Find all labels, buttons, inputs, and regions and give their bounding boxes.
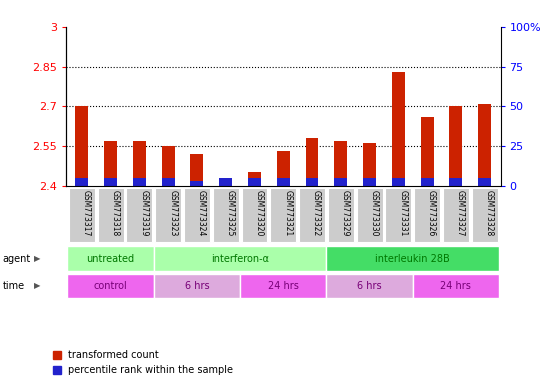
Bar — [277, 151, 290, 185]
Bar — [104, 177, 117, 185]
FancyBboxPatch shape — [270, 189, 296, 242]
Bar — [334, 141, 347, 185]
FancyBboxPatch shape — [326, 247, 499, 271]
Bar — [133, 177, 146, 185]
Bar — [248, 172, 261, 185]
Text: GSM773326: GSM773326 — [427, 190, 436, 237]
Bar — [277, 177, 290, 185]
Bar — [392, 177, 405, 185]
Bar — [421, 117, 433, 185]
FancyBboxPatch shape — [241, 189, 267, 242]
FancyBboxPatch shape — [213, 189, 239, 242]
Text: ▶: ▶ — [34, 254, 41, 263]
Text: agent: agent — [3, 253, 31, 264]
Text: GSM773323: GSM773323 — [168, 190, 177, 237]
FancyBboxPatch shape — [184, 189, 210, 242]
FancyBboxPatch shape — [98, 189, 124, 242]
FancyBboxPatch shape — [412, 274, 499, 298]
FancyBboxPatch shape — [386, 189, 411, 242]
Bar — [392, 72, 405, 185]
Bar — [162, 146, 174, 185]
FancyBboxPatch shape — [472, 189, 498, 242]
Text: time: time — [3, 281, 25, 291]
FancyBboxPatch shape — [356, 189, 382, 242]
FancyBboxPatch shape — [299, 189, 325, 242]
Bar — [306, 138, 318, 185]
Text: GSM773317: GSM773317 — [82, 190, 91, 237]
Bar — [449, 177, 463, 185]
FancyBboxPatch shape — [414, 189, 440, 242]
FancyBboxPatch shape — [328, 189, 354, 242]
Bar — [133, 141, 146, 185]
Text: GSM773320: GSM773320 — [255, 190, 263, 237]
Bar — [449, 106, 463, 185]
Text: GSM773318: GSM773318 — [111, 190, 119, 237]
FancyBboxPatch shape — [126, 189, 152, 242]
FancyBboxPatch shape — [68, 274, 154, 298]
Text: control: control — [94, 281, 128, 291]
Text: GSM773327: GSM773327 — [456, 190, 465, 237]
Bar — [478, 177, 491, 185]
Text: GSM773328: GSM773328 — [485, 190, 494, 237]
Bar — [334, 177, 347, 185]
Bar — [363, 177, 376, 185]
Text: GSM773329: GSM773329 — [341, 190, 350, 237]
Bar — [478, 104, 491, 185]
FancyBboxPatch shape — [68, 247, 154, 271]
Bar — [421, 177, 433, 185]
FancyBboxPatch shape — [154, 274, 240, 298]
Text: 24 hrs: 24 hrs — [441, 281, 471, 291]
Bar — [248, 177, 261, 185]
Bar — [75, 177, 89, 185]
FancyBboxPatch shape — [326, 274, 412, 298]
Bar — [219, 180, 232, 185]
Text: GSM773324: GSM773324 — [197, 190, 206, 237]
Text: GSM773325: GSM773325 — [226, 190, 235, 237]
Bar — [190, 154, 204, 185]
Bar — [190, 181, 204, 185]
Bar — [104, 141, 117, 185]
Text: 6 hrs: 6 hrs — [358, 281, 382, 291]
Text: interferon-α: interferon-α — [211, 253, 269, 264]
Text: 24 hrs: 24 hrs — [268, 281, 299, 291]
Bar — [75, 106, 89, 185]
Text: 6 hrs: 6 hrs — [185, 281, 209, 291]
Text: GSM773331: GSM773331 — [398, 190, 408, 237]
FancyBboxPatch shape — [69, 189, 95, 242]
Text: GSM773321: GSM773321 — [283, 190, 292, 237]
FancyBboxPatch shape — [155, 189, 181, 242]
Legend: transformed count, percentile rank within the sample: transformed count, percentile rank withi… — [49, 346, 237, 379]
Text: GSM773319: GSM773319 — [139, 190, 148, 237]
Text: untreated: untreated — [86, 253, 135, 264]
FancyBboxPatch shape — [154, 247, 326, 271]
Bar — [363, 143, 376, 185]
FancyBboxPatch shape — [443, 189, 469, 242]
Bar — [162, 177, 174, 185]
Bar — [219, 177, 232, 185]
Text: interleukin 28B: interleukin 28B — [375, 253, 450, 264]
Text: GSM773330: GSM773330 — [370, 190, 378, 237]
Text: ▶: ▶ — [34, 281, 41, 290]
Text: GSM773322: GSM773322 — [312, 190, 321, 237]
Bar — [306, 177, 318, 185]
FancyBboxPatch shape — [240, 274, 326, 298]
